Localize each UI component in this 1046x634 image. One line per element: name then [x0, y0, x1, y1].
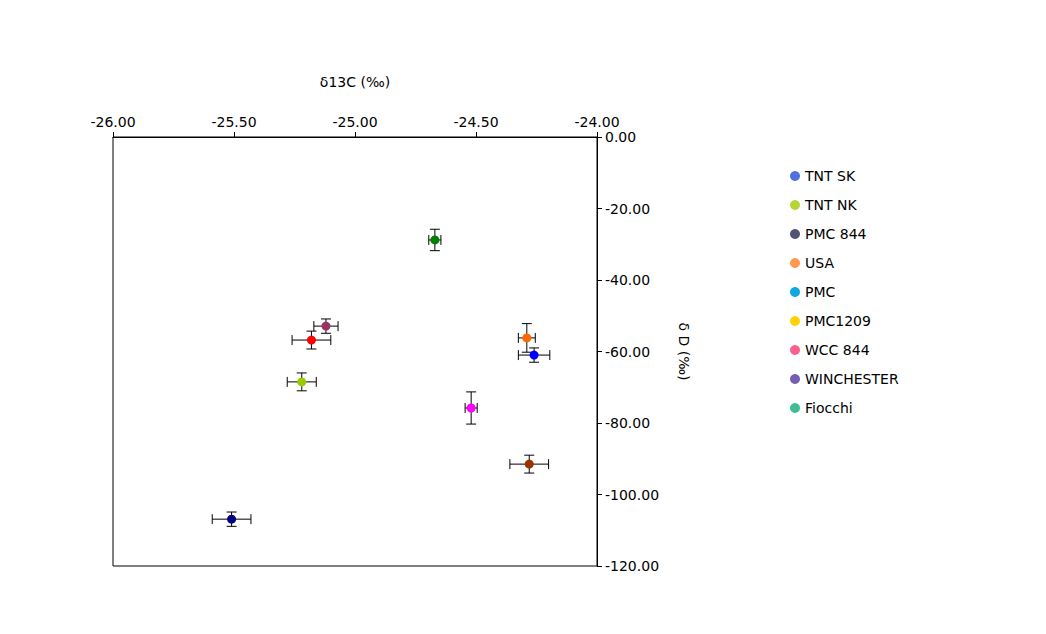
- svg-text:-24.00: -24.00: [574, 114, 619, 130]
- svg-text:PMC 844: PMC 844: [805, 226, 867, 242]
- svg-text:0.00: 0.00: [605, 129, 636, 145]
- svg-text:WINCHESTER: WINCHESTER: [805, 371, 899, 387]
- svg-text:Fiocchi: Fiocchi: [805, 400, 853, 416]
- svg-text:-80.00: -80.00: [605, 415, 650, 431]
- svg-text:-60.00: -60.00: [605, 344, 650, 360]
- svg-text:USA: USA: [805, 255, 834, 271]
- svg-text:-25.50: -25.50: [211, 114, 256, 130]
- svg-text:PMC1209: PMC1209: [805, 313, 871, 329]
- svg-text:-24.50: -24.50: [453, 114, 498, 130]
- svg-text:-100.00: -100.00: [605, 487, 659, 503]
- svg-text:δ D (‰): δ D (‰): [676, 323, 692, 381]
- svg-text:-20.00: -20.00: [605, 201, 650, 217]
- svg-text:δ13C (‰): δ13C (‰): [320, 74, 390, 90]
- svg-text:-26.00: -26.00: [90, 114, 135, 130]
- svg-text:TNT NK: TNT NK: [804, 197, 857, 213]
- svg-text:PMC: PMC: [805, 284, 836, 300]
- svg-text:-25.00: -25.00: [332, 114, 377, 130]
- svg-text:-40.00: -40.00: [605, 272, 650, 288]
- svg-text:-120.00: -120.00: [605, 558, 659, 574]
- svg-text:WCC 844: WCC 844: [805, 342, 870, 358]
- svg-text:TNT SK: TNT SK: [804, 168, 856, 184]
